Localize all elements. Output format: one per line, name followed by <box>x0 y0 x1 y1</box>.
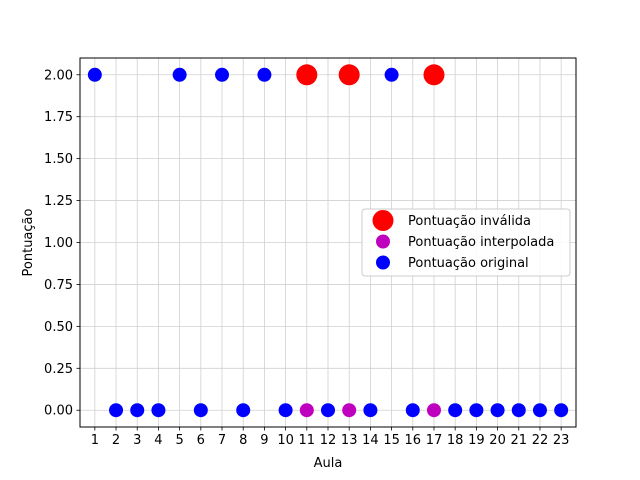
data-point <box>363 403 378 418</box>
data-points <box>87 64 569 418</box>
y-axis: 0.00 0.25 0.50 0.75 1.00 1.25 1.50 1.75 2.00 <box>44 68 80 419</box>
x-tick-label: 6 <box>197 433 205 448</box>
x-axis: 1 2 3 4 5 6 7 8 9 10 11 12 13 14 15 16 17 18 19 20 21 22 23 <box>91 427 570 448</box>
legend-marker <box>376 234 390 249</box>
x-tick-label: 2 <box>112 433 120 448</box>
x-tick-label: 23 <box>553 433 570 448</box>
data-point <box>130 403 145 418</box>
data-point <box>87 67 102 82</box>
x-tick-label: 7 <box>218 433 226 448</box>
x-tick-label: 4 <box>154 433 162 448</box>
data-point <box>299 403 314 418</box>
data-point <box>172 67 187 82</box>
data-point <box>338 64 360 86</box>
x-tick-label: 19 <box>468 433 485 448</box>
y-tick-label: 2.00 <box>44 68 73 83</box>
x-tick-label: 9 <box>260 433 268 448</box>
x-tick-label: 5 <box>175 433 183 448</box>
data-point <box>321 403 335 418</box>
data-point <box>278 403 293 418</box>
x-tick-label: 14 <box>362 433 379 448</box>
data-point <box>151 403 166 418</box>
legend-box <box>361 208 571 277</box>
x-tick-label: 13 <box>341 433 358 448</box>
data-point <box>469 403 484 418</box>
data-point <box>554 403 569 418</box>
y-tick-label: 0.50 <box>44 320 73 335</box>
data-point <box>511 403 526 418</box>
data-point <box>426 403 441 418</box>
data-point <box>532 403 547 418</box>
legend-marker <box>372 210 394 231</box>
x-tick-label: 12 <box>320 433 337 448</box>
y-tick-label: 1.25 <box>44 194 73 209</box>
y-tick-label: 0.75 <box>44 278 73 293</box>
x-axis-label: Aula <box>314 456 343 471</box>
x-tick-label: 15 <box>383 433 400 448</box>
x-tick-label: 17 <box>426 433 443 448</box>
y-tick-label: 1.00 <box>44 236 73 251</box>
x-tick-label: 8 <box>239 433 247 448</box>
data-point <box>236 403 251 418</box>
legend-label: Pontuação interpolada <box>408 235 554 250</box>
data-point <box>448 403 463 418</box>
legend-marker <box>376 255 390 270</box>
legend: Pontuação inválida Pontuação interpolada P… <box>361 208 571 277</box>
data-point <box>109 403 124 418</box>
y-tick-label: 0.25 <box>44 362 73 377</box>
legend-label: Pontuação original <box>408 256 529 271</box>
x-tick-label: 16 <box>405 433 422 448</box>
data-point <box>384 67 399 82</box>
data-point <box>423 64 445 86</box>
y-tick-label: 0.00 <box>44 404 73 419</box>
x-tick-label: 18 <box>447 433 464 448</box>
data-point <box>257 67 272 82</box>
data-point <box>342 403 357 418</box>
y-tick-label: 1.75 <box>44 110 73 125</box>
x-tick-label: 10 <box>277 433 294 448</box>
data-point <box>405 403 420 418</box>
x-tick-label: 11 <box>299 433 316 448</box>
data-point <box>193 403 208 418</box>
data-point <box>296 64 318 86</box>
data-point <box>490 403 505 418</box>
y-axis-label: Pontuação <box>21 208 36 276</box>
x-tick-label: 22 <box>532 433 549 448</box>
x-tick-label: 21 <box>510 433 527 448</box>
data-point <box>215 67 230 82</box>
x-tick-label: 3 <box>133 433 141 448</box>
y-tick-label: 1.50 <box>44 152 73 167</box>
legend-label: Pontuação inválida <box>408 214 531 229</box>
x-tick-label: 1 <box>91 433 99 448</box>
x-tick-label: 20 <box>489 433 506 448</box>
